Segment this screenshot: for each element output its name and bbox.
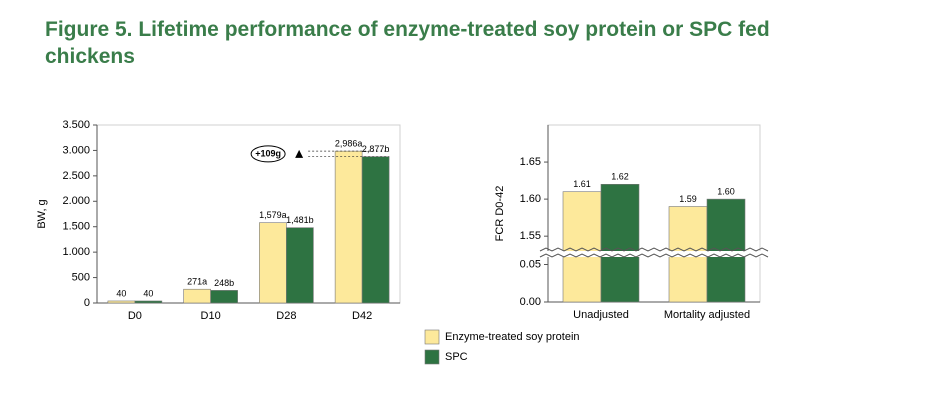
x-tick-label: D42: [352, 310, 372, 322]
bar: [600, 183, 640, 303]
y-tick-label: 1.60: [520, 193, 541, 205]
y-tick-label: 0: [84, 297, 90, 309]
y-tick-label: 0.05: [520, 258, 541, 270]
x-tick-label: D0: [128, 310, 142, 322]
chart-title: Figure 5. Lifetime performance of enzyme…: [45, 18, 770, 68]
axis-break: [539, 247, 769, 252]
y-tick-label: 500: [72, 271, 90, 283]
y-tick-label: 2.500: [62, 170, 90, 182]
legend-swatch: [424, 329, 440, 345]
legend-label: Enzyme-treated soy protein: [445, 331, 580, 343]
value-label: 2,877b: [362, 144, 390, 154]
value-label: 1.59: [679, 194, 697, 204]
value-label: 2,986a: [335, 139, 363, 149]
bar: [706, 198, 746, 303]
y-tick-label: 0.00: [520, 296, 541, 308]
bar: [286, 227, 314, 304]
x-tick-label: Unadjusted: [573, 309, 629, 321]
value-label: 1.60: [717, 186, 735, 196]
bar: [134, 300, 163, 304]
value-label: 1,579a: [259, 210, 287, 220]
annotation-bubble: [250, 145, 286, 163]
bar: [334, 150, 363, 304]
bar: [183, 288, 211, 304]
annotation: +109g: [255, 148, 281, 158]
y-tick-label: 3.000: [62, 144, 90, 156]
y-tick-label: 1.000: [62, 246, 90, 258]
y-axis-label: FCR D0-42: [494, 186, 506, 242]
x-tick-label: D10: [201, 310, 221, 322]
value-label: 1.62: [611, 172, 629, 182]
value-label: 1,481b: [286, 215, 314, 225]
x-tick-label: D28: [276, 310, 296, 322]
y-tick-label: 1.55: [520, 230, 541, 242]
value-label: 40: [116, 288, 126, 298]
y-tick-label: 3.500: [62, 119, 90, 131]
legend-label: SPC: [445, 351, 468, 363]
y-tick-label: 1.65: [520, 156, 541, 168]
value-label: 248b: [214, 278, 234, 288]
value-label: 40: [143, 288, 153, 298]
bar: [562, 191, 602, 303]
value-label: 1.61: [573, 179, 591, 189]
x-tick-label: Mortality adjusted: [664, 309, 750, 321]
difference-arrow: [295, 149, 304, 158]
legend-swatch: [424, 349, 440, 365]
y-tick-label: 2.000: [62, 195, 90, 207]
axis-break: [539, 253, 769, 258]
bar: [259, 222, 287, 304]
bar: [361, 156, 390, 304]
bar: [107, 300, 136, 304]
y-axis-label: BW, g: [36, 199, 48, 228]
value-label: 271a: [187, 277, 207, 287]
y-tick-label: 1.500: [62, 221, 90, 233]
bar: [210, 290, 238, 304]
